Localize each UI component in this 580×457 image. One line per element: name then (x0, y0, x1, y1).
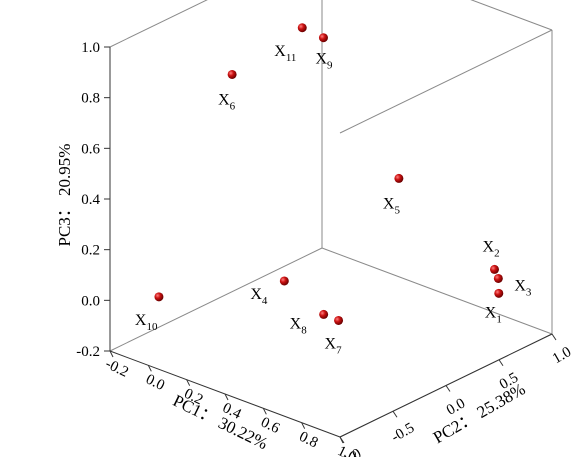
data-point (493, 273, 503, 283)
data-point (334, 315, 344, 325)
y-tick-mark (339, 436, 345, 444)
data-point (394, 173, 404, 183)
x-tick-mark (147, 365, 152, 372)
x-tick-label: 0.2 (181, 386, 205, 409)
x-tick-mark (224, 393, 229, 401)
point-label: X10 (135, 312, 158, 333)
z-tick-label: 0.6 (81, 141, 100, 157)
y-tick-label: 1.0 (550, 344, 574, 367)
data-point (297, 23, 307, 33)
z-axis-title: PC3： 20.95% (55, 144, 74, 247)
z-tick-label: -0.2 (76, 344, 100, 360)
point-label: X4 (250, 286, 268, 307)
point-label: X5 (383, 195, 401, 216)
point-label: X3 (514, 277, 532, 298)
y-axis-title: PC2： 25.38% (430, 379, 529, 447)
x-tick-label: 0.4 (220, 400, 244, 423)
point-label: X1 (485, 304, 502, 325)
x-tick-label: 0.6 (258, 414, 282, 437)
y-tick-mark (498, 359, 504, 367)
x-axis-title: PC1： 30.22% (170, 391, 271, 453)
y-tick-mark (445, 385, 451, 392)
y-tick-mark (392, 410, 398, 418)
data-point (318, 33, 328, 43)
back-top-edge (470, 0, 553, 31)
z-tick-label: 0.2 (81, 243, 100, 259)
point-label: X7 (325, 335, 343, 356)
data-point (490, 264, 499, 274)
x-tick-mark (186, 379, 191, 386)
point-label: X9 (315, 51, 333, 72)
x-tick-label: 0.8 (296, 429, 320, 452)
point-label: X2 (483, 238, 500, 259)
right-wall-top-edge (339, 29, 553, 134)
data-point (319, 309, 329, 319)
y-tick-label: -0.5 (389, 420, 418, 446)
data-point (227, 69, 237, 79)
left-wall-bottom-edge (109, 247, 323, 352)
point-label: X8 (290, 315, 308, 336)
data-point (154, 292, 164, 302)
z-tick-label: 0.4 (81, 192, 100, 208)
z-tick-label: 0.8 (81, 91, 100, 107)
x-tick-mark (301, 422, 306, 429)
y-tick-mark (551, 333, 557, 341)
x-tick-label: 0.0 (143, 371, 167, 394)
floor-back-edge (321, 247, 553, 335)
x-tick-mark (262, 408, 267, 415)
data-points: X1 X2 X3 X4 X5 X6 X7 X8 X9 X10 X11 (135, 23, 532, 356)
data-point (494, 288, 504, 298)
point-label: X6 (218, 91, 236, 112)
x-tick-mark (109, 350, 114, 358)
z-tick-label: 0.0 (81, 293, 100, 309)
left-wall-top-edge (109, 0, 208, 48)
y-tick-label: -1.0 (336, 446, 365, 457)
x-tick-label: -0.2 (103, 356, 131, 381)
data-point (279, 276, 289, 286)
point-label: X11 (274, 43, 296, 64)
z-tick-label: 1.0 (81, 40, 100, 56)
